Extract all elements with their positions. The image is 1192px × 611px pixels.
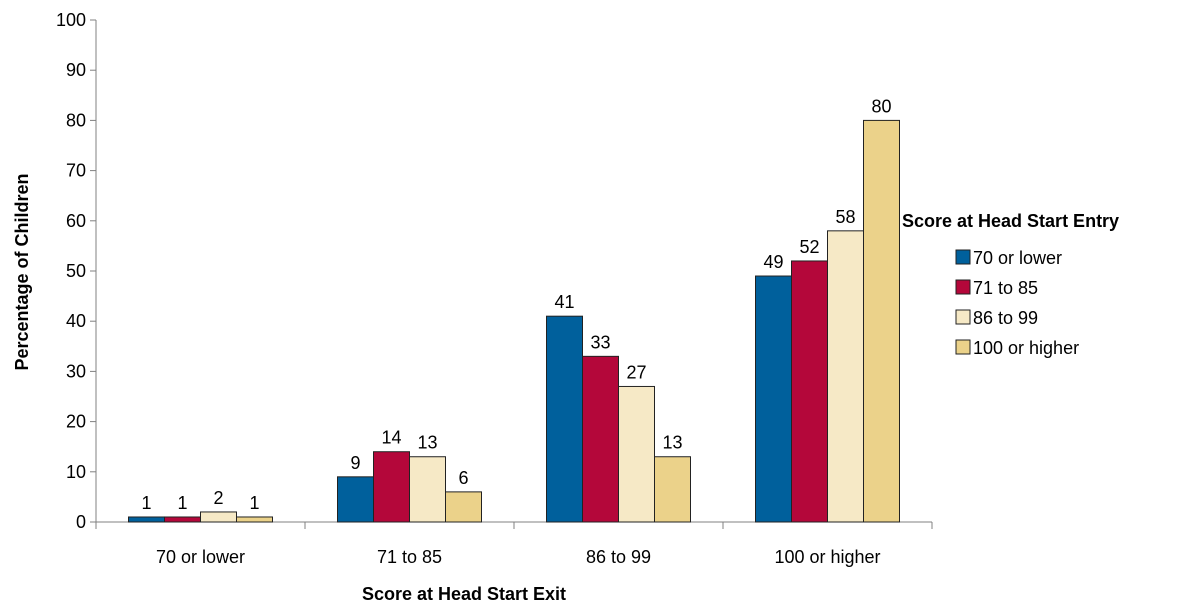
- data-labels: 1 9 41 49 1 14 33 52 2 13 27 58 1 6 13 80: [141, 96, 891, 513]
- bar: [827, 230, 864, 523]
- x-tick-label: 100 or higher: [774, 547, 880, 567]
- bar: [863, 119, 900, 523]
- y-tick-label: 50: [66, 261, 86, 281]
- bars: [128, 119, 900, 523]
- data-label: 49: [763, 252, 783, 272]
- data-label: 33: [590, 332, 610, 352]
- y-tick-label: 80: [66, 110, 86, 130]
- bar: [409, 456, 446, 523]
- data-label: 9: [350, 453, 360, 473]
- x-tick-label: 71 to 85: [377, 547, 442, 567]
- legend-swatch: [955, 339, 971, 355]
- bar: [582, 355, 619, 523]
- data-label: 27: [626, 362, 646, 382]
- x-tick-label: 86 to 99: [586, 547, 651, 567]
- data-label: 13: [417, 433, 437, 453]
- legend-label: 86 to 99: [973, 308, 1038, 328]
- bar: [373, 451, 410, 523]
- x-axis-title: Score at Head Start Exit: [362, 584, 566, 604]
- data-label: 58: [835, 207, 855, 227]
- data-label: 52: [799, 237, 819, 257]
- y-tick-label: 0: [76, 512, 86, 532]
- data-label: 80: [871, 96, 891, 116]
- x-axis: 70 or lower 71 to 85 86 to 99 100 or higher: [95, 521, 933, 567]
- y-tick-label: 30: [66, 361, 86, 381]
- y-tick-label: 60: [66, 211, 86, 231]
- bar: [791, 260, 828, 523]
- y-tick-label: 90: [66, 60, 86, 80]
- data-label: 14: [381, 428, 401, 448]
- x-tick-label: 70 or lower: [156, 547, 245, 567]
- bar: [618, 385, 655, 523]
- y-axis-title: Percentage of Children: [12, 173, 32, 370]
- y-tick-label: 10: [66, 462, 86, 482]
- data-label: 41: [554, 292, 574, 312]
- bar: [236, 516, 273, 523]
- bar: [164, 516, 201, 523]
- legend-swatch: [955, 279, 971, 295]
- bar: [200, 511, 237, 523]
- y-tick-label: 40: [66, 311, 86, 331]
- legend-swatch: [955, 249, 971, 265]
- y-tick-label: 100: [56, 10, 86, 30]
- legend-swatch: [955, 309, 971, 325]
- y-tick-label: 70: [66, 161, 86, 181]
- legend-label: 100 or higher: [973, 338, 1079, 358]
- data-label: 2: [213, 488, 223, 508]
- data-label: 1: [249, 493, 259, 513]
- bar: [445, 491, 482, 523]
- legend-label: 71 to 85: [973, 278, 1038, 298]
- bar: [128, 516, 165, 523]
- bar: [755, 275, 792, 523]
- legend-title: Score at Head Start Entry: [902, 211, 1119, 231]
- legend-label: 70 or lower: [973, 248, 1062, 268]
- data-label: 6: [458, 468, 468, 488]
- data-label: 1: [141, 493, 151, 513]
- bar: [546, 315, 583, 523]
- bar: [337, 476, 374, 523]
- data-label: 13: [662, 433, 682, 453]
- legend: Score at Head Start Entry 70 or lower 71 …: [902, 211, 1119, 358]
- y-tick-label: 20: [66, 412, 86, 432]
- data-label: 1: [177, 493, 187, 513]
- bar: [654, 456, 691, 523]
- y-axis: 0 10 20 30 40 50 60 70 80 90 100: [56, 10, 97, 532]
